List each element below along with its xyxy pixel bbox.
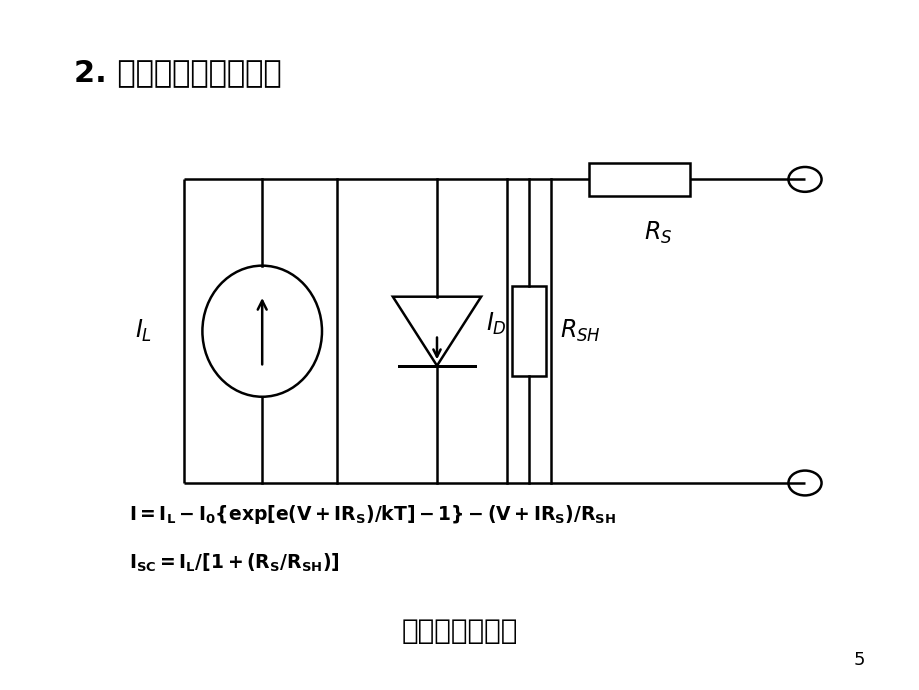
Bar — [588, 163, 689, 196]
Text: $I_L$: $I_L$ — [134, 318, 152, 344]
Text: 5: 5 — [853, 651, 864, 669]
Text: $R_S$: $R_S$ — [643, 220, 672, 246]
Text: $\mathbf{I = I_L - I_0\{exp[e(V+IR_S)/kT]-1\}-(V+IR_S)/R_{SH}}$: $\mathbf{I = I_L - I_0\{exp[e(V+IR_S)/kT… — [129, 502, 616, 526]
Bar — [511, 286, 546, 376]
Text: $\mathbf{I_{SC} = I_L/[1+(R_S/R_{SH})]}$: $\mathbf{I_{SC} = I_L/[1+(R_S/R_{SH})]}$ — [129, 551, 339, 573]
Text: $R_{SH}$: $R_{SH}$ — [560, 318, 600, 344]
Text: 负载匹配！！！: 负载匹配！！！ — [402, 618, 517, 645]
Text: 2. 太阳电池的等效电路: 2. 太阳电池的等效电路 — [74, 59, 281, 88]
Text: $I_D$: $I_D$ — [485, 311, 506, 337]
